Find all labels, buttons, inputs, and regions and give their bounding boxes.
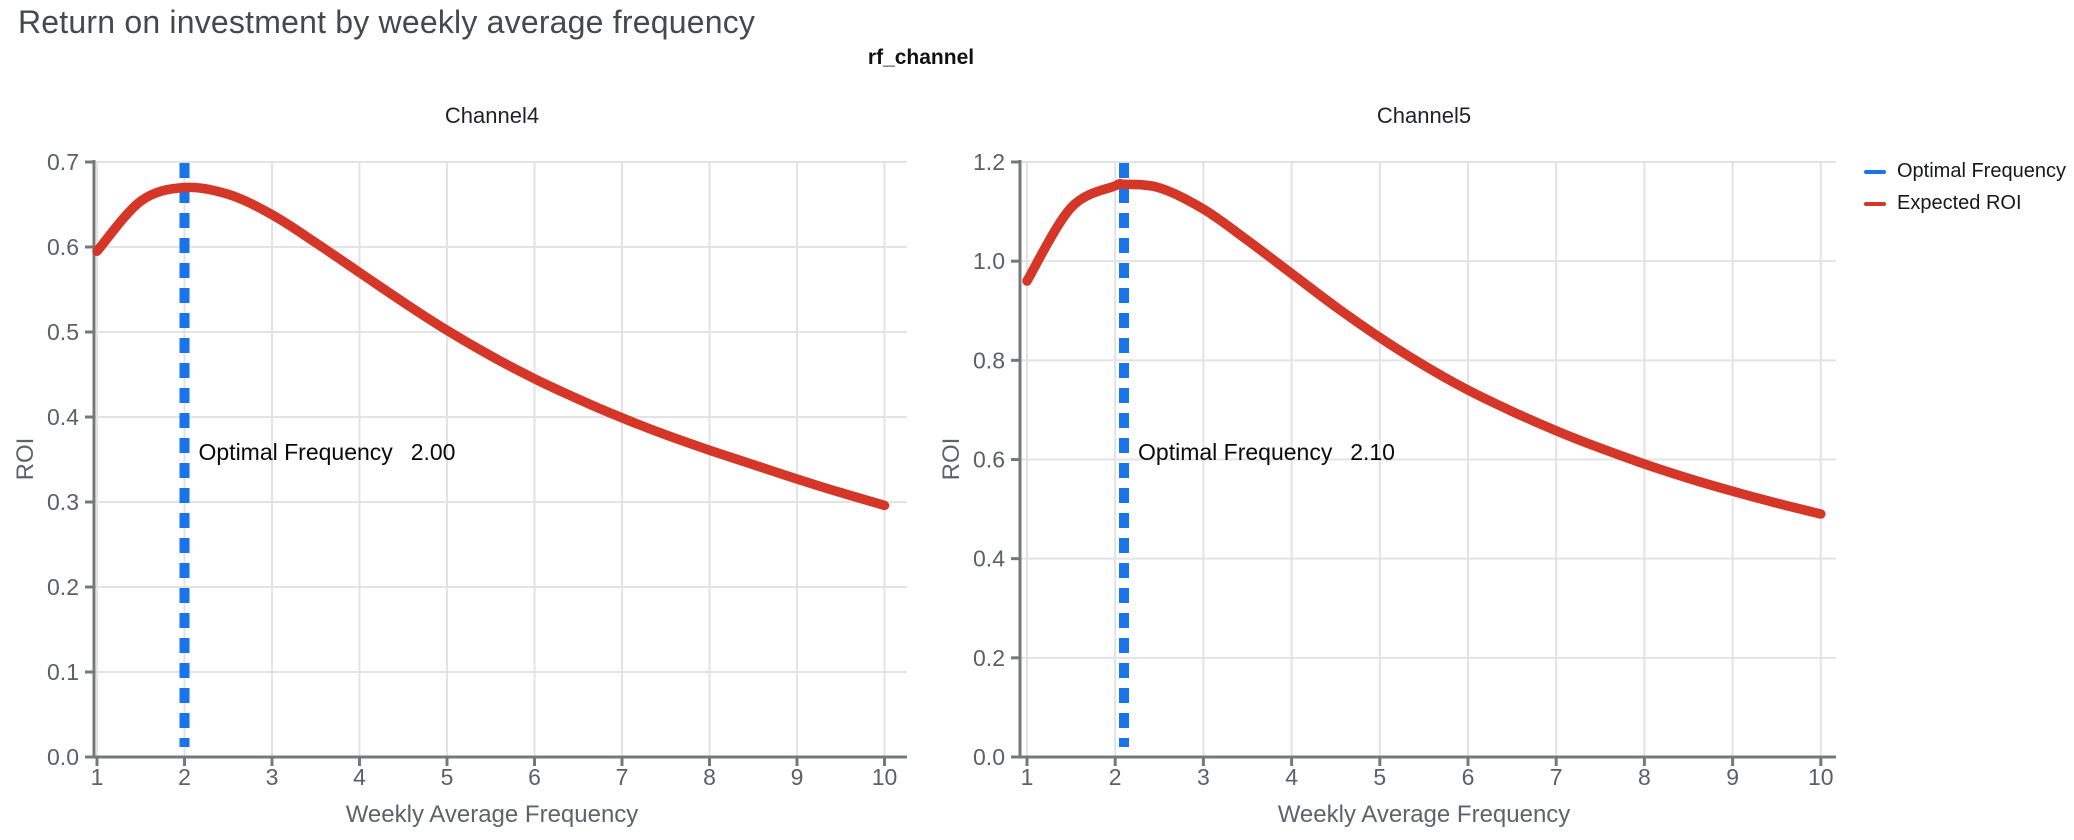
- x-tick-label: 7: [1550, 764, 1563, 790]
- y-tick-label: 1.0: [973, 248, 1005, 274]
- x-tick-label: 4: [1285, 764, 1298, 790]
- y-tick-label: 0.0: [47, 744, 79, 770]
- y-tick-label: 0.1: [47, 659, 79, 685]
- x-tick-label: 2: [178, 764, 191, 790]
- x-tick-label: 8: [1638, 764, 1651, 790]
- y-axis-title-channel4: ROI: [12, 437, 39, 481]
- y-tick-label: 0.6: [47, 234, 79, 260]
- optimal-frequency-line-icon: [1864, 169, 1886, 174]
- legend: Optimal Frequency Expected ROI: [1864, 160, 2066, 215]
- chart-title-channel5: Channel5: [1376, 103, 1472, 128]
- x-tick-label: 1: [1021, 764, 1034, 790]
- y-tick-label: 0.2: [973, 645, 1005, 671]
- x-tick-label: 3: [1197, 764, 1210, 790]
- legend-label: Expected ROI: [1897, 192, 2022, 214]
- x-tick-label: 6: [1462, 764, 1475, 790]
- facet-title: rf_channel: [867, 46, 975, 69]
- x-tick-label: 4: [353, 764, 366, 790]
- x-tick-label: 10: [1808, 764, 1834, 790]
- channel4-plot: 0.0 0.1 0.2 0.3 0.4 0.5 0.6 0.7 1 2 3 4 5 6 7 8 9 10 Optim…: [47, 149, 907, 790]
- x-tick-label: 10: [872, 764, 898, 790]
- channel5-plot: 0.0 0.2 0.4 0.6 0.8 1.0 1.2 1 2 3 4 5 6 7 8 9 10 Optimal …: [973, 149, 1836, 790]
- y-tick-label: 0.8: [973, 347, 1005, 373]
- x-axis-title-channel5: Weekly Average Frequency: [1277, 801, 1571, 828]
- optimal-frequency-annotation: Optimal Frequency 2.10: [1138, 439, 1395, 465]
- y-tick-label: 0.3: [47, 489, 79, 515]
- expected-roi-line-icon: [1864, 201, 1886, 206]
- x-tick-label: 9: [791, 764, 804, 790]
- legend-item-optimal-frequency: Optimal Frequency: [1864, 160, 2066, 183]
- y-tick-label: 0.2: [47, 574, 79, 600]
- y-tick-label: 0.4: [47, 404, 79, 430]
- x-axis-title-channel4: Weekly Average Frequency: [345, 801, 639, 828]
- legend-item-expected-roi: Expected ROI: [1864, 192, 2066, 215]
- x-tick-label: 3: [266, 764, 279, 790]
- x-tick-label: 5: [1373, 764, 1386, 790]
- expected-roi-curve: [92, 182, 890, 511]
- x-tick-label: 1: [91, 764, 104, 790]
- y-tick-label: 0.4: [973, 546, 1005, 572]
- optimal-frequency-annotation: Optimal Frequency 2.00: [199, 439, 456, 465]
- x-tick-label: 9: [1726, 764, 1739, 790]
- y-tick-label: 0.6: [973, 447, 1005, 473]
- legend-label: Optimal Frequency: [1897, 160, 2066, 182]
- y-tick-label: 0.7: [47, 149, 79, 175]
- chart-title-channel4: Channel4: [444, 103, 540, 128]
- page-title: Return on investment by weekly average f…: [18, 4, 756, 40]
- y-tick-label: 0.5: [47, 319, 79, 345]
- x-tick-label: 2: [1109, 764, 1122, 790]
- y-axis-title-channel5: ROI: [938, 437, 965, 481]
- x-tick-label: 6: [528, 764, 541, 790]
- x-tick-label: 5: [441, 764, 454, 790]
- expected-roi-curve: [1022, 178, 1826, 519]
- x-tick-label: 7: [616, 764, 629, 790]
- y-tick-label: 0.0: [973, 744, 1005, 770]
- x-tick-label: 8: [703, 764, 716, 790]
- y-tick-label: 1.2: [973, 149, 1005, 175]
